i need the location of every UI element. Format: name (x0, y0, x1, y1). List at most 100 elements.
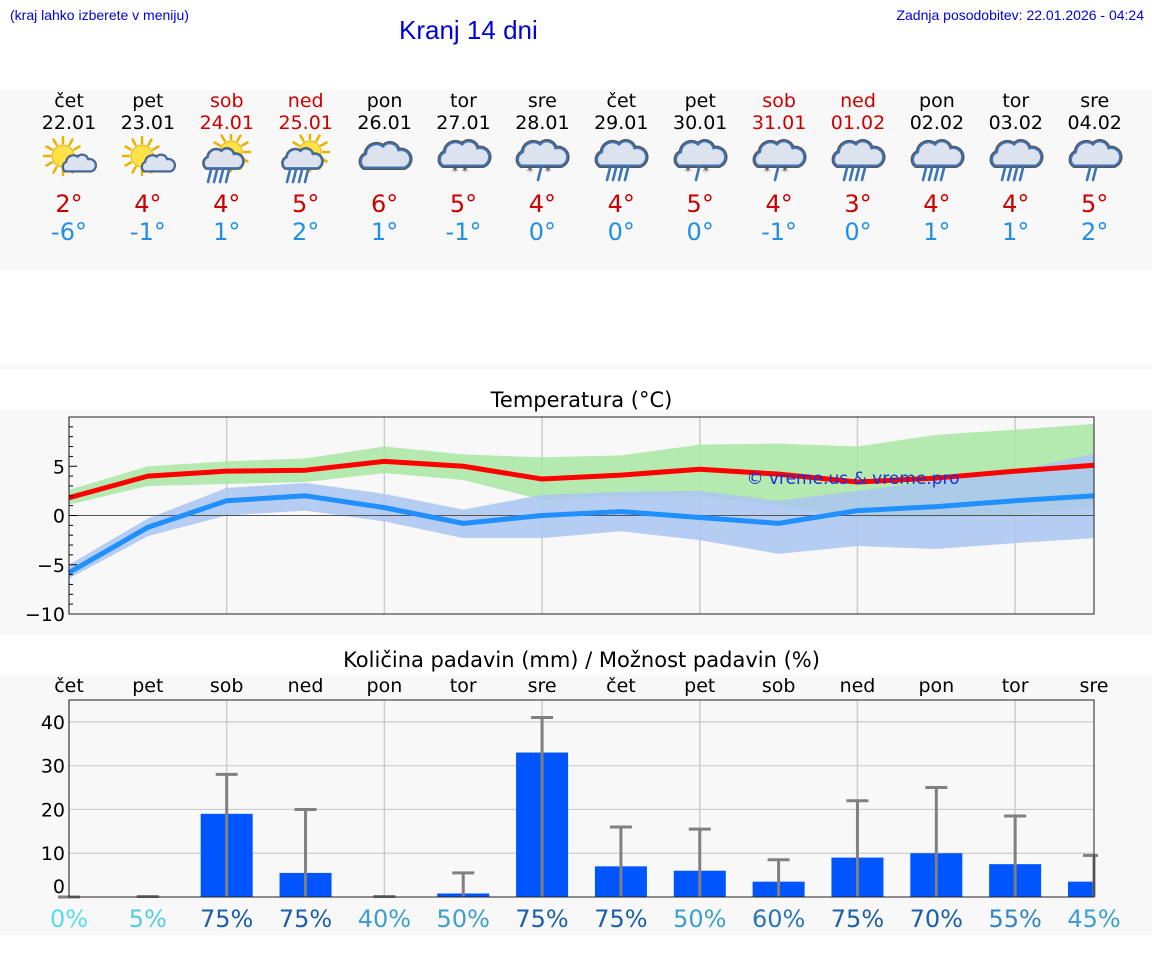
watermark: © vreme.us & vreme.pro (746, 469, 959, 489)
forecast-day: pet 23.01 4° -1° (109, 90, 187, 246)
temp-max: 4° (1002, 190, 1030, 218)
day-date: 04.02 (1067, 112, 1122, 134)
day-date: 31.01 (751, 112, 807, 134)
forecast-day: sob 31.01 * * 4° -1° (740, 90, 818, 246)
category-label: pon (367, 675, 403, 697)
temp-max: 5° (1081, 190, 1109, 218)
temp-max: 4° (923, 190, 951, 218)
temp-max: 4° (765, 190, 793, 218)
precip-probability: 40% (358, 905, 411, 933)
temp-min: -1° (129, 218, 166, 246)
temp-max: 5° (686, 190, 714, 218)
day-name: čet (606, 90, 637, 112)
category-label: ned (840, 675, 876, 697)
svg-text:*: * (527, 165, 534, 180)
category-label: tor (450, 675, 477, 697)
cloud-sleet-icon: * * (673, 139, 728, 182)
cloud-light-rain-icon (1068, 139, 1123, 182)
y-tick-label: 10 (41, 843, 65, 865)
sun-cloud-icon (42, 135, 97, 177)
day-date: 28.01 (515, 112, 570, 134)
cloud-snow-icon: * * (437, 139, 492, 180)
precip-bar (1068, 881, 1094, 897)
precip-probability: 55% (988, 905, 1041, 933)
forecast-day: sre 04.02 5° 2° (1056, 90, 1134, 246)
cloud-sleet-icon: * * (752, 139, 807, 182)
precip-probability: 70% (910, 905, 963, 933)
cloud-rain-icon (594, 139, 649, 182)
day-date: 23.01 (120, 112, 176, 134)
day-date: 25.01 (278, 112, 333, 134)
day-name: ned (840, 90, 876, 112)
svg-text:*: * (545, 165, 552, 180)
temp-max: 3° (844, 190, 872, 218)
temp-min: 2° (1081, 218, 1109, 246)
temp-max: 4° (134, 190, 162, 218)
forecast-day: ned 01.02 3° 0° (819, 90, 897, 246)
divider-strip (0, 364, 1152, 370)
day-name: pet (132, 90, 164, 112)
day-name: pon (366, 90, 403, 112)
temp-max: 4° (213, 190, 241, 218)
precip-probability: 75% (831, 905, 884, 933)
cloud-rain-icon (989, 139, 1044, 182)
precip-probability: 50% (437, 905, 490, 933)
last-updated: Zadnja posodobitev: 22.01.2026 - 04:24 (896, 7, 1144, 23)
svg-text:*: * (764, 165, 771, 180)
day-name: tor (1002, 90, 1030, 112)
temp-max: 4° (528, 190, 557, 218)
y-tick-label: 40 (41, 712, 65, 734)
day-name: sob (762, 90, 796, 112)
temp-min: 1° (213, 218, 241, 246)
day-name: pon (919, 90, 955, 112)
temp-min: 0° (607, 218, 635, 246)
series-line-min (67, 493, 1095, 575)
category-label: ned (288, 675, 324, 697)
plot-frame (68, 416, 1095, 615)
precip-probability: 45% (1067, 905, 1120, 933)
sun-rain-icon (280, 134, 330, 184)
series-line-max (68, 458, 1095, 501)
temp-min: 0° (528, 218, 557, 246)
forecast-day: pon 26.01 6° 1° (346, 90, 424, 246)
chart-title: Temperatura (°C) (490, 388, 673, 412)
temp-min: 2° (292, 218, 320, 246)
precip-probability: 75% (279, 905, 332, 933)
temp-min: -1° (445, 218, 482, 246)
svg-text:*: * (782, 165, 789, 180)
chart-title: Količina padavin (mm) / Možnost padavin … (343, 648, 820, 672)
day-date: 30.01 (672, 112, 728, 134)
location-hint: (kraj lahko izberete v meniju) (10, 7, 189, 23)
forecast-day: pet 30.01 * * 5° 0° (661, 90, 739, 246)
day-date: 22.01 (41, 112, 97, 134)
forecast-day: tor 03.02 4° 1° (977, 90, 1055, 246)
y-tick-label: 5 (53, 456, 65, 478)
category-label: sre (528, 675, 557, 697)
day-date: 27.01 (436, 112, 491, 134)
precip-probability: 5% (129, 905, 167, 933)
category-label: pon (918, 675, 954, 697)
day-date: 01.02 (830, 112, 886, 134)
day-name: sob (210, 90, 244, 112)
forecast-day: tor 27.01 * * 5° -1° (425, 90, 503, 246)
svg-text:*: * (703, 165, 710, 180)
temp-max: 2° (55, 190, 83, 218)
temp-min: 0° (686, 218, 714, 246)
category-label: sre (1080, 675, 1109, 697)
day-date: 24.01 (199, 112, 254, 134)
day-date: 26.01 (357, 112, 412, 134)
day-date: 29.01 (594, 112, 649, 134)
temp-min: -1° (761, 218, 798, 246)
precip-probability: 75% (515, 905, 568, 933)
y-tick-label: −5 (37, 555, 65, 577)
y-tick-label: 30 (41, 756, 65, 778)
temperature-chart: Temperatura (°C) −10 −5 0 5 © vreme.us & vrem… (25, 388, 1095, 625)
sun-rain-icon (201, 134, 252, 184)
svg-text:*: * (685, 165, 692, 180)
category-label: čet (54, 675, 84, 697)
cloud-rain-icon (910, 139, 965, 182)
day-name: čet (54, 90, 84, 112)
day-date: 03.02 (988, 112, 1043, 134)
forecast-day: sre 28.01 * * 4° 0° (503, 90, 581, 246)
temp-max: 4° (607, 190, 635, 218)
